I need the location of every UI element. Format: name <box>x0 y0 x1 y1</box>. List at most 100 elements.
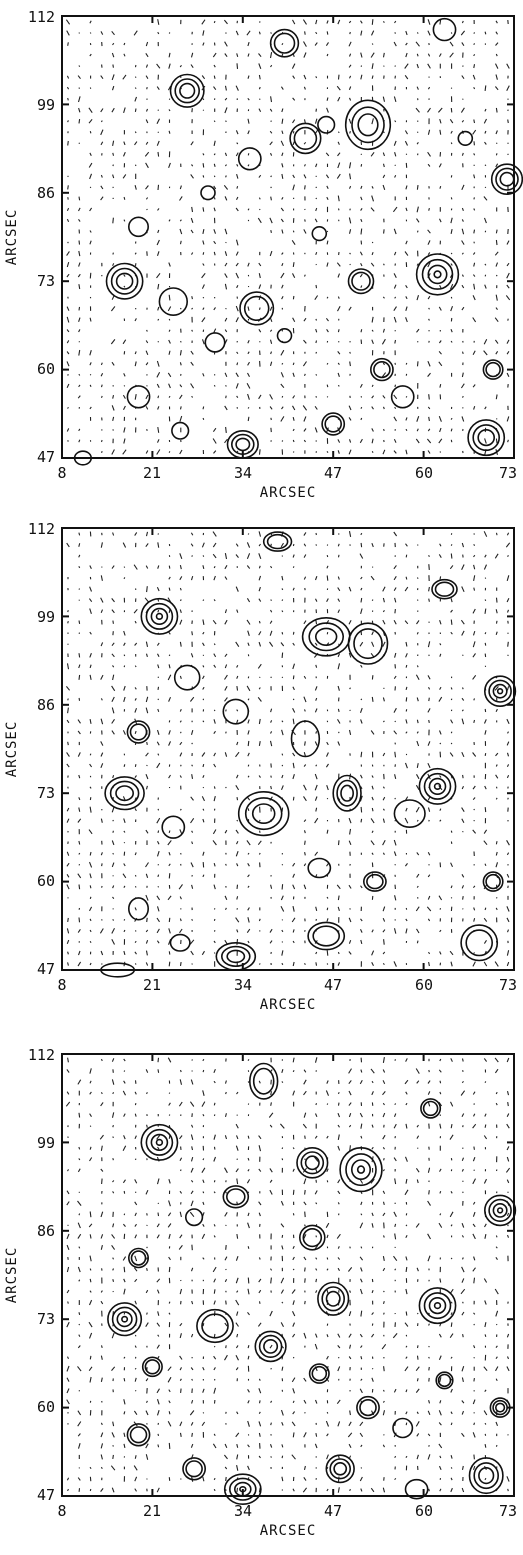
vector-dash <box>416 873 420 878</box>
vector-dash <box>213 643 216 646</box>
vector-dash <box>145 394 149 400</box>
vector-dash <box>473 262 476 267</box>
vector-dash <box>337 19 341 25</box>
vector-dash <box>280 140 284 147</box>
vector-dash <box>483 719 487 724</box>
vector-dash <box>246 553 251 560</box>
vector-dash <box>315 1268 318 1271</box>
vector-dash <box>360 1201 363 1206</box>
vector-dash <box>157 131 160 134</box>
vector-dash <box>349 208 351 211</box>
vector-dash <box>394 406 397 409</box>
vector-dash <box>224 674 228 680</box>
vector-dash <box>100 1345 103 1349</box>
vector-dash <box>404 1156 408 1162</box>
vector-dash <box>450 961 453 967</box>
vector-dash <box>168 52 171 58</box>
vector-dash <box>405 185 408 190</box>
vector-dash <box>325 152 330 157</box>
vector-dash <box>484 599 487 602</box>
vector-dash <box>190 1134 194 1140</box>
vector-dash <box>112 64 114 68</box>
vector-dash <box>236 719 239 724</box>
vector-dash <box>134 1212 137 1217</box>
vector-dash <box>145 707 149 714</box>
vector-dash <box>88 1321 93 1328</box>
vector-dash <box>382 296 385 299</box>
vector-dash <box>157 1146 160 1150</box>
vector-dash <box>145 829 149 834</box>
vector-dash <box>213 1433 216 1437</box>
vector-dash <box>189 1101 195 1107</box>
vector-dash <box>427 129 431 135</box>
vector-dash <box>460 619 465 625</box>
vector-dash <box>315 284 318 289</box>
vector-dash <box>416 1411 419 1415</box>
vector-dash <box>326 196 329 200</box>
vector-dash <box>405 719 408 724</box>
vector-dash <box>348 162 352 169</box>
vector-dash <box>393 273 397 279</box>
vector-dash <box>303 52 307 58</box>
vector-dash <box>281 1476 284 1482</box>
contour-ring <box>415 253 460 296</box>
vector-dash <box>224 1113 227 1118</box>
vector-dash <box>100 1290 103 1293</box>
vector-dash <box>404 130 408 135</box>
vector-dash <box>157 664 160 669</box>
vector-dash <box>292 130 295 134</box>
vector-dash <box>450 719 454 724</box>
vector-dash <box>292 929 295 933</box>
vector-dash <box>438 1069 442 1073</box>
vector-dash <box>224 1212 228 1217</box>
vector-dash <box>66 340 70 344</box>
vector-dash <box>258 174 262 178</box>
vector-dash <box>235 152 239 157</box>
vector-dash <box>394 1223 397 1228</box>
vector-dash <box>202 30 205 36</box>
vector-dash <box>280 218 284 223</box>
vector-dash <box>281 884 284 890</box>
vector-dash <box>156 449 161 455</box>
vector-dash <box>246 30 251 36</box>
vector-dash <box>336 1233 341 1239</box>
vector-dash <box>67 951 69 955</box>
vector-dash <box>394 174 397 178</box>
vector-dash <box>123 841 126 844</box>
vector-dash <box>235 1256 239 1261</box>
vector-dash <box>281 229 284 234</box>
vector-dash <box>157 686 160 690</box>
vector-dash <box>484 1443 487 1448</box>
vector-dash <box>326 20 329 24</box>
vector-dash <box>360 1267 363 1272</box>
vector-dash <box>304 1224 306 1227</box>
vector-dash <box>213 599 216 602</box>
x-tick-label: 60 <box>415 976 433 994</box>
vector-dash <box>359 1079 363 1085</box>
vector-dash <box>134 361 137 367</box>
vector-dash <box>100 741 104 746</box>
contour-ring <box>307 857 332 879</box>
vector-dash <box>303 543 307 547</box>
vector-dash <box>123 1288 126 1295</box>
vector-dash <box>484 577 487 579</box>
vector-dash <box>348 97 352 101</box>
vector-dash <box>213 709 216 712</box>
vector-dash <box>484 863 487 867</box>
vector-dash <box>382 1235 385 1238</box>
vector-dash <box>224 664 228 669</box>
vector-dash <box>438 361 443 367</box>
contour-ring <box>171 421 190 440</box>
vector-dash <box>439 284 442 289</box>
vector-dash <box>393 928 397 934</box>
vector-dash <box>225 241 227 244</box>
vector-dash <box>269 141 273 146</box>
polarization-vector-field <box>65 19 511 456</box>
vector-dash <box>156 272 161 279</box>
vector-dash <box>359 553 364 559</box>
vector-dash <box>190 1200 194 1207</box>
vector-dash <box>428 1190 430 1195</box>
plot-frame <box>61 1053 515 1497</box>
vector-dash <box>383 65 385 67</box>
vector-dash <box>201 19 206 25</box>
